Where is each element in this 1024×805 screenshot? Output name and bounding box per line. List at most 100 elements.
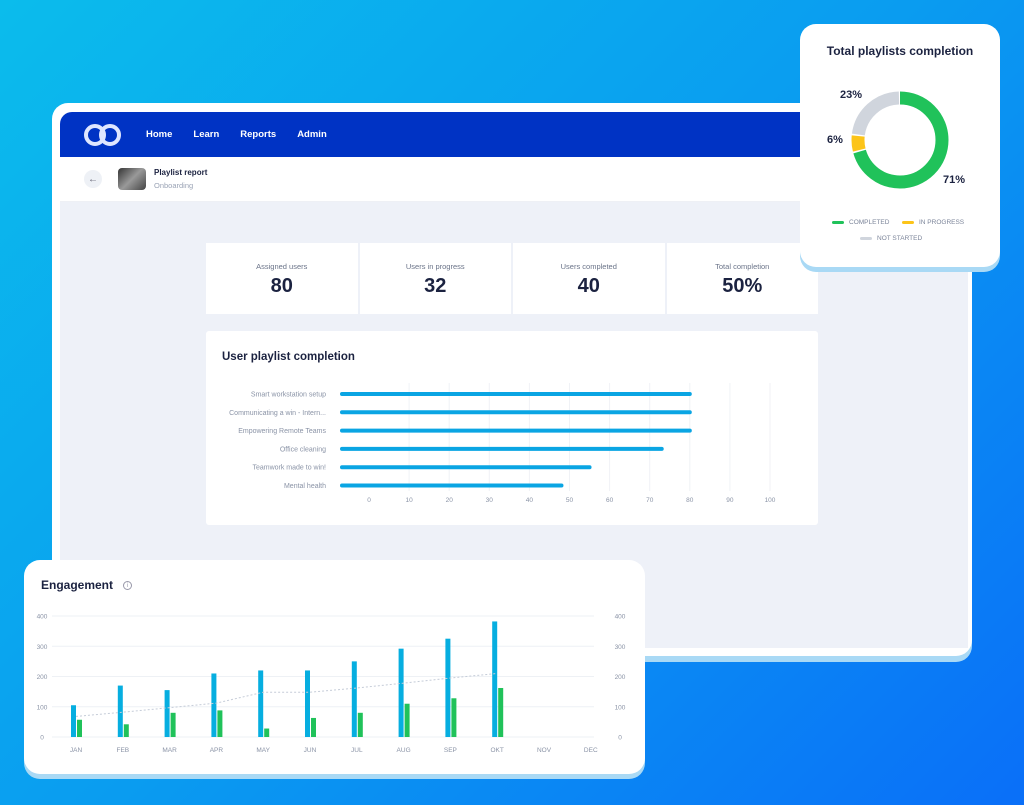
page-subtitle: Onboarding: [154, 181, 194, 190]
y-tick-label-left: 100: [37, 704, 48, 711]
month-label: JUN: [304, 747, 317, 754]
x-tick-label: 60: [606, 497, 614, 504]
y-tick-label-left: 0: [40, 735, 44, 742]
x-tick-label: 80: [686, 497, 694, 504]
nav-learn[interactable]: Learn: [193, 129, 220, 140]
month-label: AUG: [397, 747, 411, 754]
stat-label: Total completion: [715, 262, 770, 271]
month-label: JUL: [351, 747, 363, 754]
x-tick-label: 50: [566, 497, 574, 504]
x-tick-label: 100: [765, 497, 776, 504]
nav-reports[interactable]: Reports: [240, 129, 277, 140]
category-label: Office cleaning: [280, 446, 326, 453]
category-label: Empowering Remote Teams: [238, 428, 326, 435]
bar-green: [77, 719, 82, 737]
total-completion-card: Total playlists completion 23% 6% 71% CO…: [800, 24, 1000, 267]
x-tick-label: 30: [486, 497, 494, 504]
stat-users-in-progress: Users in progress 32: [359, 243, 511, 314]
stats-row: Assigned users 80 Users in progress 32 Use…: [206, 243, 818, 314]
y-tick-label-left: 200: [37, 674, 48, 681]
month-label: OKT: [491, 747, 504, 754]
x-tick-label: 70: [646, 497, 654, 504]
user-playlist-completion-card: User playlist completion 0 10 20 30 40 50 60 70…: [206, 331, 818, 525]
bar-blue: [492, 621, 498, 737]
bar-green: [264, 728, 270, 737]
label-not-started-pct: 23%: [840, 89, 863, 101]
legend-label: COMPLETED: [849, 219, 890, 226]
category-label: Smart workstation setup: [251, 392, 326, 399]
stat-users-completed: Users completed 40: [513, 243, 665, 314]
engagement-card: Engagement i 0 0 100 100 200 200 300 300 400 400 J…: [24, 560, 645, 774]
x-tick-label: 40: [526, 497, 534, 504]
engagement-chart: 0 0 100 100 200 200 300 300 400 400 JAN FEB MAR APR MA…: [37, 614, 626, 755]
bar-green: [217, 710, 223, 737]
legend-label: IN PROGRESS: [919, 219, 965, 226]
stat-assigned-users: Assigned users 80: [206, 243, 358, 314]
category-label: Communicating a win - Intern...: [229, 410, 326, 417]
stat-label: Users completed: [560, 262, 617, 271]
category-label: Teamwork made to win!: [252, 465, 326, 472]
y-tick-label-left: 400: [37, 614, 48, 621]
bar-blue: [211, 673, 217, 737]
y-tick-label-right: 100: [615, 704, 626, 711]
bar-green: [123, 724, 129, 737]
nav-home[interactable]: Home: [146, 129, 173, 140]
month-label: NOV: [537, 747, 552, 754]
month-label: MAR: [162, 747, 177, 754]
label-completed-pct: 71%: [943, 174, 966, 186]
bar-green: [451, 698, 457, 737]
page-title: Playlist report: [154, 168, 208, 177]
bar-blue: [71, 705, 76, 737]
x-tick-label: 20: [446, 497, 454, 504]
stat-label: Assigned users: [256, 262, 308, 271]
bar-green: [311, 717, 316, 737]
x-tick-label: 0: [367, 497, 371, 504]
bar-green: [357, 712, 363, 737]
bar-blue: [305, 670, 310, 737]
stat-total-completion: Total completion 50%: [666, 243, 818, 314]
chart-title: User playlist completion: [222, 351, 355, 363]
x-tick-label: 10: [405, 497, 413, 504]
donut-slice-in-progress: [851, 91, 949, 189]
bar-green: [498, 687, 504, 737]
bar-green: [170, 712, 176, 737]
stat-value: 50%: [722, 275, 763, 297]
legend-label: NOT STARTED: [877, 235, 923, 242]
legend-not-started: NOT STARTED: [860, 235, 922, 242]
donut-chart: [851, 91, 949, 189]
engagement-title: Engagement: [41, 578, 114, 592]
playlist-thumbnail: [118, 168, 146, 190]
logo-icon[interactable]: [84, 123, 124, 146]
back-button[interactable]: ←: [84, 170, 102, 188]
trend-line: [75, 672, 498, 717]
x-tick-label: 90: [726, 497, 734, 504]
bar-blue: [117, 685, 123, 737]
bar-blue: [398, 648, 404, 737]
y-tick-label-right: 200: [615, 674, 626, 681]
page-header: ← Playlist report Onboarding: [60, 157, 968, 202]
month-label: SEP: [444, 747, 457, 754]
bar-blue: [351, 661, 357, 737]
legend-completed: COMPLETED: [832, 219, 889, 226]
category-label: Mental health: [284, 483, 326, 490]
stat-value: 40: [577, 275, 600, 297]
bar-blue: [445, 638, 451, 737]
y-tick-label-right: 400: [615, 614, 626, 621]
y-tick-label-left: 300: [37, 644, 48, 651]
bar-blue: [164, 690, 170, 737]
nav-admin[interactable]: Admin: [297, 129, 327, 140]
y-tick-label-right: 0: [618, 735, 622, 742]
donut-slice-completed: [851, 91, 949, 189]
label-in-progress-pct: 6%: [827, 134, 843, 146]
arrow-left-icon: ←: [88, 173, 98, 185]
bar-blue: [258, 670, 264, 737]
month-label: FEB: [116, 747, 129, 754]
hbar-chart: 0 10 20 30 40 50 60 70 80 90 100 Smart workstation …: [229, 383, 776, 504]
info-icon[interactable]: i: [123, 581, 132, 590]
month-label: JAN: [70, 747, 83, 754]
month-label: APR: [210, 747, 224, 754]
bar-green: [404, 703, 410, 737]
stat-value: 80: [270, 275, 293, 297]
y-tick-label-right: 300: [615, 644, 626, 651]
stat-value: 32: [424, 275, 447, 297]
